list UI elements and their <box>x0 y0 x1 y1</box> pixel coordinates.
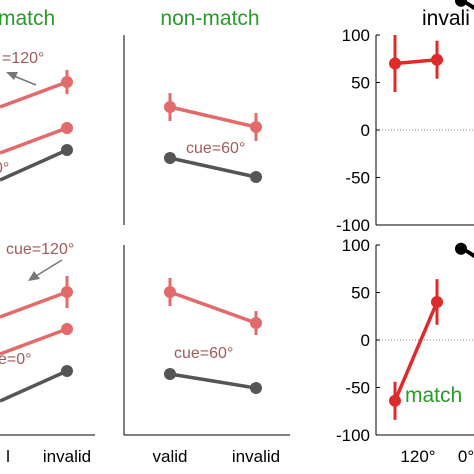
series-line-3-2 <box>0 369 68 403</box>
y-tick-label-0-1: 50 <box>351 74 370 93</box>
y-tick-label-1-3: -50 <box>345 379 370 398</box>
series-line-3-1 <box>0 327 68 356</box>
x-tick-label-left-0: l <box>6 447 10 466</box>
x-tick-label-right-1: 0° <box>458 447 474 466</box>
arrow-bottom <box>28 259 63 281</box>
series-line-1-0 <box>169 105 257 129</box>
data-point-0-1-1 <box>61 122 73 134</box>
cue120-top-label: =120° <box>2 50 44 67</box>
y-tick-label-0-2: 0 <box>361 121 370 140</box>
y-tick-label-0-3: -50 <box>345 169 370 188</box>
x-tick-label-left-1: invalid <box>43 447 91 466</box>
cue60-bottom-label: cue=60° <box>174 345 233 362</box>
series-line-4-0 <box>169 290 257 325</box>
data-point-1-1-1 <box>250 171 262 183</box>
arrow-top <box>6 72 37 86</box>
series-line-1-1 <box>169 156 257 179</box>
x-tick-label-right-0: 120° <box>400 447 435 466</box>
series-line-5-0 <box>393 301 439 402</box>
chart-marks <box>0 0 474 420</box>
y-tick-label-1-0: 100 <box>342 236 370 255</box>
data-point-1-0-0 <box>164 101 176 113</box>
top-left-title: match <box>0 7 55 30</box>
series-line-0-1 <box>0 126 68 155</box>
x-tick-label-mid-0: valid <box>153 447 188 466</box>
data-point-2-0-0 <box>389 57 401 70</box>
x-tick-label-mid-1: invalid <box>232 447 280 466</box>
data-point-3-2-1 <box>61 365 73 377</box>
cue120-bottom-label: cue=120° <box>6 241 74 258</box>
series-line-4-1 <box>169 372 257 390</box>
data-point-0-2-1 <box>61 144 73 156</box>
top-right-title: invali <box>422 7 470 30</box>
cue0-bottom-label: e=0° <box>0 351 32 368</box>
data-point-1-0-1 <box>250 121 262 133</box>
cue0-top-label: 0° <box>0 160 9 177</box>
series-line-3-0 <box>0 290 68 319</box>
data-point-5-0-0 <box>389 394 401 407</box>
cue60-top-label: cue=60° <box>186 140 245 157</box>
data-point-3-0-1 <box>61 286 73 298</box>
data-point-2-1-0 <box>455 0 467 7</box>
top-mid-title: non-match <box>160 7 259 30</box>
data-point-4-1-1 <box>250 382 262 394</box>
data-point-5-0-1 <box>431 296 443 308</box>
bottom-right-label: match <box>405 384 462 407</box>
data-point-0-0-1 <box>61 76 73 88</box>
series-line-2-0 <box>394 57 438 66</box>
data-point-1-1-0 <box>164 152 176 164</box>
data-point-3-1-1 <box>61 323 73 335</box>
y-tick-label-1-2: 0 <box>361 331 370 350</box>
data-point-4-0-0 <box>164 286 176 298</box>
series-line-0-2 <box>0 148 68 182</box>
data-point-5-1-0 <box>455 242 467 255</box>
y-tick-label-1-4: -100 <box>336 426 370 445</box>
series-line-0-0 <box>0 80 68 109</box>
data-point-2-0-1 <box>431 53 443 66</box>
data-point-4-1-0 <box>164 368 176 380</box>
y-tick-label-0-4: -100 <box>336 216 370 235</box>
y-tick-label-1-1: 50 <box>351 284 370 303</box>
y-tick-label-0-0: 100 <box>342 26 370 45</box>
data-point-4-0-1 <box>250 317 262 329</box>
